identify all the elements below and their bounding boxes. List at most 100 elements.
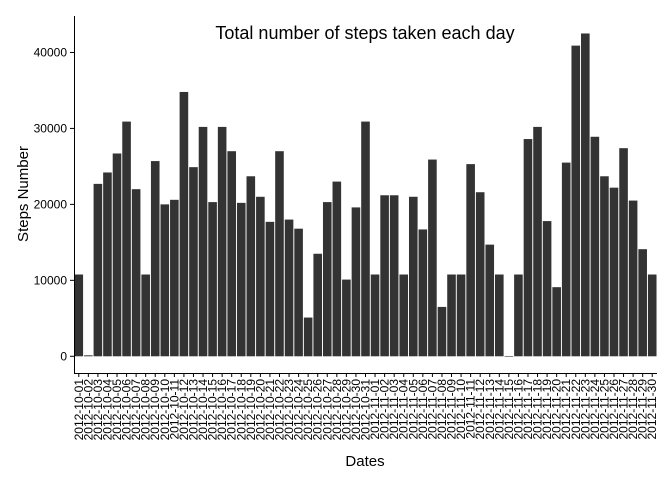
- x-tick-label: 2012-11-24: [588, 379, 602, 440]
- x-tick-label: 2012-11-14: [492, 379, 506, 440]
- bar-2012-10-26: [313, 253, 323, 357]
- bar-2012-10-16: [217, 126, 227, 357]
- x-tick-label: 2012-10-15: [206, 379, 220, 441]
- bar-2012-11-27: [619, 148, 628, 357]
- bar-2012-10-27: [322, 202, 332, 357]
- x-tick-label: 2012-11-08: [435, 379, 449, 440]
- x-tick-label: 2012-10-03: [91, 379, 105, 441]
- bar-2012-10-21: [265, 221, 275, 357]
- bar-2012-10-12: [179, 91, 189, 357]
- bar-2012-10-29: [342, 279, 351, 357]
- y-tick-label: 20000: [34, 197, 68, 211]
- bar-2012-11-08: [437, 306, 447, 357]
- bar-2012-11-03: [389, 195, 399, 357]
- x-tick-label: 2012-11-04: [397, 379, 411, 440]
- bar-2012-10-24: [294, 228, 303, 357]
- y-ticks-group: 0 10000 20000 30000 40000: [34, 45, 74, 363]
- bar-2012-10-01: [74, 274, 84, 357]
- bar-2012-10-20: [256, 196, 265, 357]
- x-tick-label: 2012-10-02: [81, 379, 95, 441]
- x-tick-label: 2012-10-24: [292, 379, 306, 441]
- bar-2012-10-05: [112, 153, 122, 357]
- bar-2012-11-02: [380, 195, 389, 357]
- bar-2012-10-06: [122, 121, 131, 357]
- bar-2012-11-05: [408, 196, 418, 357]
- y-axis-title: Steps Number: [15, 146, 32, 242]
- bar-2012-11-25: [600, 176, 609, 357]
- bar-2012-11-28: [628, 200, 638, 357]
- x-tick-label: 2012-11-16: [511, 379, 525, 440]
- x-tick-label: 2012-10-29: [339, 379, 353, 441]
- x-tick-label: 2012-11-21: [559, 379, 573, 440]
- bar-2012-11-04: [399, 274, 409, 357]
- x-tick-label: 2012-10-23: [282, 379, 296, 441]
- x-tick-label: 2012-11-07: [425, 379, 439, 440]
- bar-2012-11-16: [514, 274, 523, 357]
- x-tick-label: 2012-10-20: [253, 379, 267, 441]
- x-tick-label: 2012-10-05: [110, 379, 124, 441]
- x-tick-label: 2012-11-09: [445, 379, 459, 440]
- x-tick-label: 2012-11-02: [378, 379, 392, 440]
- x-tick-label: 2012-10-06: [120, 379, 134, 441]
- bar-2012-11-17: [523, 139, 533, 357]
- x-tick-label: 2012-11-13: [483, 379, 497, 440]
- x-tick-label: 2012-10-09: [148, 379, 162, 441]
- bar-2012-10-07: [131, 189, 141, 357]
- bar-2012-10-11: [170, 199, 179, 357]
- y-tick-label: 0: [60, 349, 67, 363]
- x-tick-label: 2012-10-10: [158, 379, 172, 441]
- x-tick-label: 2012-11-05: [406, 379, 420, 440]
- bar-2012-10-13: [189, 167, 198, 357]
- x-tick-label: 2012-10-14: [196, 379, 210, 441]
- bar-2012-11-23: [581, 33, 590, 357]
- bar-2012-10-04: [103, 172, 112, 357]
- x-tick-label: 2012-10-31: [359, 379, 373, 441]
- bar-2012-10-15: [208, 202, 217, 357]
- bar-2012-11-06: [418, 229, 428, 357]
- y-tick-label: 30000: [34, 121, 68, 135]
- x-tick-label: 2012-11-27: [617, 379, 631, 440]
- x-tick-label: 2012-10-25: [301, 379, 315, 441]
- x-tick-label: 2012-11-30: [645, 379, 659, 440]
- bar-2012-11-22: [571, 45, 581, 357]
- x-tick-label: 2012-11-26: [607, 379, 621, 440]
- x-tick-label: 2012-11-23: [578, 379, 592, 440]
- x-tick-label: 2012-11-20: [550, 379, 564, 440]
- bar-2012-11-26: [609, 187, 619, 357]
- chart-title: Total number of steps taken each day: [215, 23, 514, 43]
- y-tick-label: 40000: [34, 45, 68, 59]
- x-tick-label: 2012-10-30: [349, 379, 363, 441]
- x-tick-label: 2012-10-16: [215, 379, 229, 441]
- x-tick-label: 2012-11-28: [626, 379, 640, 440]
- bar-2012-11-19: [542, 221, 552, 357]
- bars-group: [74, 33, 657, 357]
- bar-2012-10-10: [160, 204, 170, 357]
- x-axis-title: Dates: [345, 453, 384, 470]
- bar-2012-11-13: [485, 244, 495, 357]
- bar-2012-10-08: [141, 274, 150, 357]
- x-tick-label: 2012-10-21: [263, 379, 277, 441]
- bar-2012-11-29: [638, 249, 647, 357]
- x-tick-label: 2012-10-27: [320, 379, 334, 441]
- x-tick-label: 2012-10-13: [186, 379, 200, 441]
- x-tick-label: 2012-10-04: [100, 379, 114, 441]
- bar-2012-10-30: [351, 207, 361, 357]
- x-tick-label: 2012-11-03: [387, 379, 401, 440]
- x-tick-label: 2012-11-22: [569, 379, 583, 440]
- bar-2012-10-02: [84, 355, 93, 357]
- bar-2012-11-21: [561, 162, 571, 357]
- x-tick-label: 2012-11-29: [636, 379, 650, 440]
- x-tick-label: 2012-11-15: [502, 379, 516, 440]
- bar-2012-10-17: [227, 151, 236, 357]
- bar-2012-11-09: [447, 274, 456, 357]
- bar-2012-10-03: [93, 183, 103, 357]
- bar-2012-10-18: [236, 202, 246, 357]
- x-tick-label: 2012-10-22: [272, 379, 286, 441]
- bar-2012-10-09: [150, 161, 160, 357]
- x-tick-label: 2012-11-10: [454, 379, 468, 440]
- x-tick-label: 2012-11-11: [464, 379, 478, 439]
- x-tick-label: 2012-11-19: [540, 379, 554, 440]
- x-tick-label: 2012-11-06: [416, 379, 430, 440]
- bar-2012-11-24: [590, 136, 600, 357]
- x-tick-label: 2012-11-18: [531, 379, 545, 440]
